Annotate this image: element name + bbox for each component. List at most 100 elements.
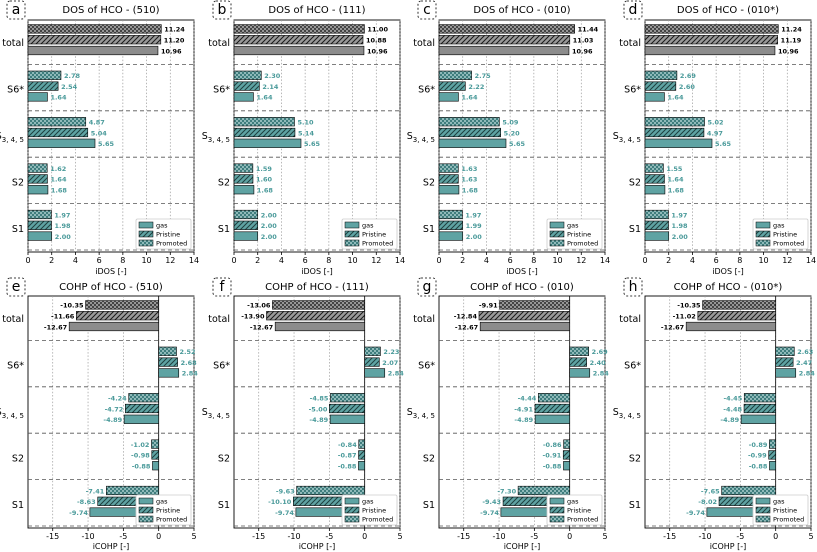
category-label: S1 (218, 500, 230, 511)
category-label: total (2, 38, 24, 49)
bar-promoted (233, 117, 295, 127)
x-tick-label: -10 (699, 532, 712, 541)
legend-swatch-promoted (755, 515, 771, 523)
x-axis-label: iCOHP [-] (710, 542, 747, 551)
x-tick-label: 4 (690, 256, 695, 265)
bar-gas (27, 92, 48, 102)
bar-pristine (478, 311, 570, 321)
bar-promoted (644, 209, 669, 220)
x-tick-label: 12 (371, 256, 381, 265)
value-label: 1.68 (257, 187, 274, 195)
value-label: 5.65 (98, 140, 115, 148)
legend-label-promoted: Promoted (362, 516, 393, 524)
value-label: 2.52 (179, 348, 195, 356)
value-label: 2.84 (388, 370, 405, 378)
value-label: 2.00 (261, 233, 278, 241)
panel-label: b (218, 2, 227, 18)
panel-label: e (12, 279, 21, 295)
x-tick-label: 0 (25, 256, 30, 265)
value-label: -9.74 (686, 509, 705, 517)
value-label: -11.66 (51, 313, 75, 321)
x-tick-label: 5 (808, 532, 813, 541)
bar-gas (685, 321, 776, 332)
category-label: total (413, 314, 435, 325)
value-label: -4.91 (514, 405, 533, 413)
bar-pristine (438, 81, 466, 91)
value-label: 10.96 (572, 47, 593, 55)
category-label: S2 (423, 453, 435, 464)
value-label: 2.75 (475, 72, 492, 80)
category-label: S6* (7, 361, 24, 372)
bar-promoted (27, 117, 87, 127)
chart-h: -15 -10 -5 0 5 total -10.35 -11.02 -12.67 S6* 2.63… (613, 296, 815, 541)
value-label: 2.22 (468, 83, 484, 91)
bar-gas (438, 45, 570, 56)
category-label: total (208, 314, 230, 325)
bar-pristine (644, 127, 705, 138)
value-label: -9.74 (69, 509, 88, 517)
value-label: 1.64 (667, 94, 684, 102)
value-label: -7.41 (86, 487, 105, 495)
value-label: -7.30 (497, 487, 516, 495)
value-label: 5.04 (91, 129, 108, 137)
x-tick-label: -15 (46, 532, 59, 541)
legend-label-promoted: Promoted (773, 516, 804, 524)
bar-promoted (499, 300, 570, 310)
panel-label: d (629, 2, 638, 18)
x-tick-label: -15 (252, 532, 265, 541)
value-label: -0.98 (131, 452, 150, 460)
chart-d: 0 2 4 6 8 10 12 14 total 11.24 11.19 10.96 S6* 2.69 2.… (613, 20, 816, 265)
bar-pristine (233, 127, 296, 138)
bar-promoted (644, 24, 779, 34)
bar-gas (68, 321, 159, 332)
value-label: 1.98 (54, 222, 71, 230)
value-label: 11.24 (164, 26, 185, 34)
value-label: 10.88 (366, 37, 387, 45)
bar-promoted (364, 346, 381, 356)
chart-f: -15 -10 -5 0 5 total -13.06 -13.90 -12.67 S6* 2.23… (202, 296, 405, 541)
panel-label: f (220, 279, 226, 295)
value-label: 2.23 (383, 348, 399, 356)
x-tick-label: -15 (663, 532, 676, 541)
bar-gas (152, 461, 159, 471)
value-label: 1.64 (667, 176, 684, 184)
legend-label-gas: gas (156, 498, 168, 506)
legend-label-pristine: Pristine (567, 231, 591, 239)
category-label: S2 (218, 177, 230, 188)
value-label: -4.44 (518, 395, 537, 403)
value-label: 5.20 (504, 129, 521, 137)
category-label: S1 (629, 500, 641, 511)
value-label: 2.00 (672, 233, 689, 241)
x-tick-label: -10 (288, 532, 301, 541)
bar-pristine (125, 403, 159, 414)
bar-pristine (562, 450, 570, 460)
bar-gas (438, 92, 459, 102)
bar-gas (233, 45, 365, 56)
legend-swatch-gas (138, 497, 154, 505)
value-label: 2.00 (261, 222, 278, 230)
bar-pristine (768, 450, 776, 460)
legend-swatch-promoted (549, 239, 565, 247)
x-tick-label: 12 (782, 256, 792, 265)
category-label: S6* (213, 361, 230, 372)
value-label: -4.89 (514, 416, 533, 424)
bar-promoted (27, 209, 52, 220)
chart-a: 0 2 4 6 8 10 12 14 total 11.24 11.20 10.96 S6* 2.78 2.… (0, 20, 199, 265)
bar-pristine (438, 220, 463, 230)
value-label: -0.88 (338, 463, 357, 471)
bar-promoted (106, 485, 159, 496)
value-label: 2.68 (181, 359, 198, 367)
value-label: 5.65 (715, 140, 732, 148)
x-tick-label: 2 (49, 256, 54, 265)
x-tick-label: 0 (362, 532, 367, 541)
chart-b: 0 2 4 6 8 10 12 14 total 11.00 10.88 10.96 S6* 2.30 2.… (202, 20, 405, 265)
value-label: 1.98 (671, 222, 688, 230)
bar-gas (27, 231, 53, 241)
legend-label-gas: gas (362, 222, 374, 230)
panel-label-box (623, 277, 643, 297)
category-label: S3, 4, 5 (407, 407, 435, 420)
bar-gas (438, 231, 464, 241)
